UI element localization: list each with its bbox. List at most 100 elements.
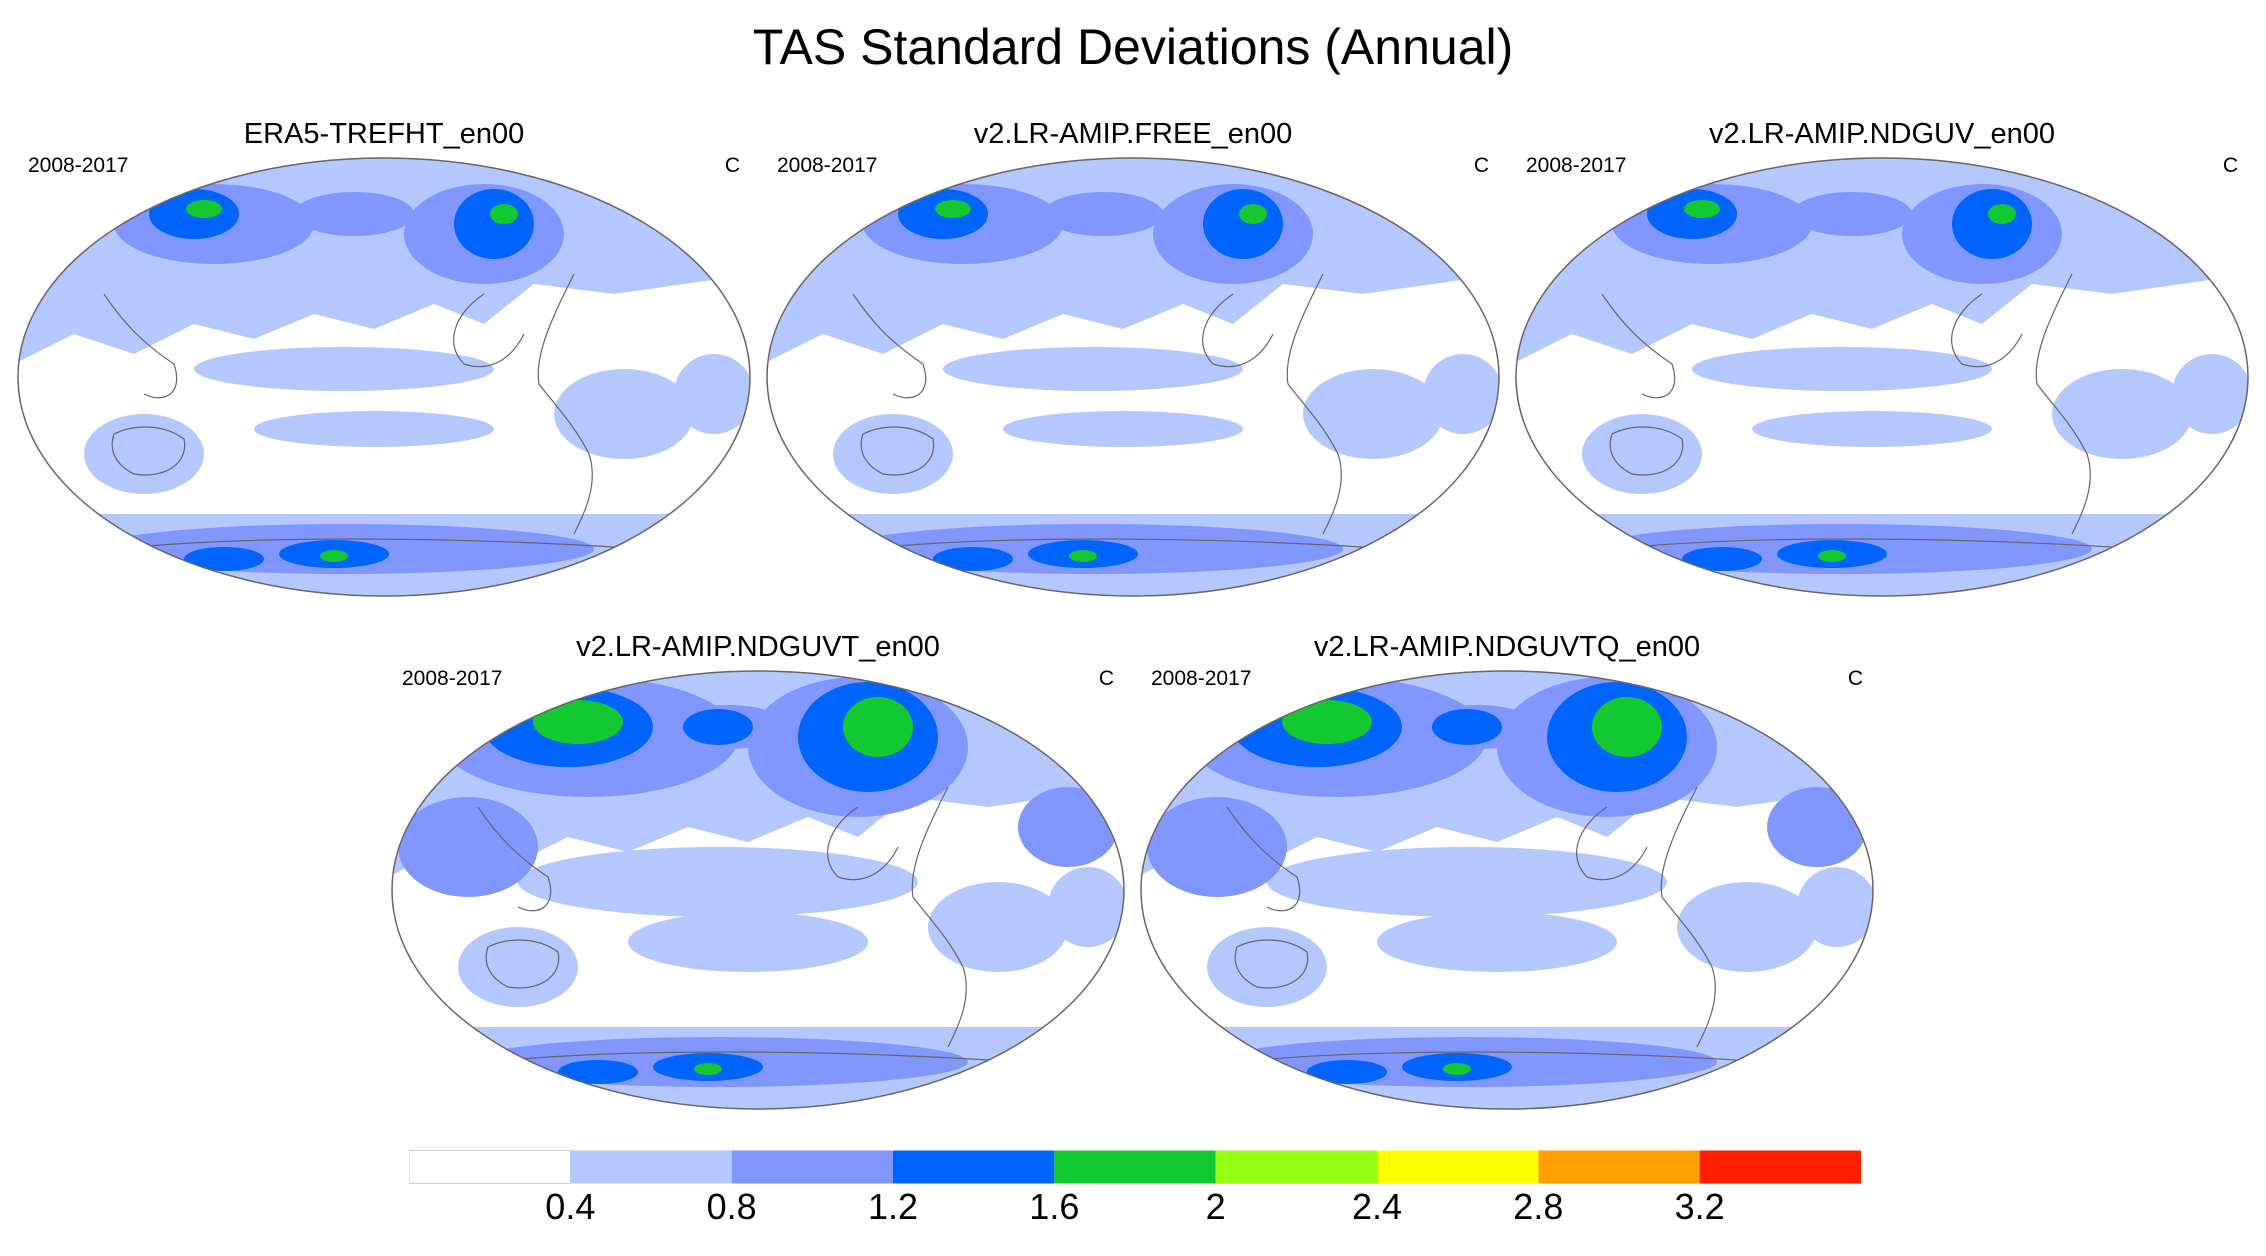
level-0.4-region [1423,354,1499,434]
level-0.4-region [1267,847,1667,917]
map-field [392,671,1124,1109]
colorbar-tick-label: 3.2 [1674,1186,1725,1227]
level-1.2-region [184,547,264,571]
map-outline [766,157,1500,597]
coastline [103,293,178,399]
map-panel-ndguv: v2.LR-AMIP.NDGUV_en00 2008-2017 C [1512,118,2252,628]
level-0.4-region [254,411,494,447]
world-map [17,157,751,597]
colorbar-segment [1538,1150,1700,1184]
colorbar-segment [409,1150,571,1184]
level-1.6-region [320,550,348,562]
coastline [1286,273,1342,535]
level-1.6-region [843,697,913,757]
level-0.4-region [1207,927,1327,1007]
world-map [766,157,1500,597]
map-panel-ndguvtq: v2.LR-AMIP.NDGUVTQ_en00 2008-2017 C [1137,631,1877,1141]
map-field [1516,158,2248,596]
level-1.2-region [1682,547,1762,571]
level-0.8-region [1147,797,1287,897]
level-1.2-region [558,1060,638,1084]
level-1.2-region [683,709,753,745]
world-map [1515,157,2249,597]
level-1.6-region [186,200,222,218]
coastline [477,806,552,912]
map-panel-free: v2.LR-AMIP.FREE_en00 2008-2017 C [763,118,1503,628]
level-1.2-region [1203,189,1283,259]
level-0.4-region [554,369,694,459]
colorbar-segment [1215,1150,1377,1184]
units-label: C [724,154,740,177]
units-label: C [1847,667,1863,690]
level-0.4-region [1582,414,1702,494]
coastline [1576,806,1648,881]
level-0.8-region [1792,192,1912,236]
level-0.4-region [1303,369,1443,459]
level-1.6-region [1282,700,1372,744]
level-1.6-region [1988,204,2016,224]
level-0.4-region [2052,369,2192,459]
level-0.4-region [674,354,750,434]
colorbar-segment [731,1150,893,1184]
map-field [767,158,1499,596]
coastline [827,806,899,881]
level-1.6-region [1592,697,1662,757]
level-0.4-region [194,347,494,391]
level-1.6-region [935,200,971,218]
level-1.6-region [533,700,623,744]
level-0.4-region [1752,411,1992,447]
level-0.4-region [628,912,868,972]
colorbar-segment [1699,1150,1861,1184]
level-0.4-region [1048,867,1124,947]
colorbar-tick-label: 1.6 [1029,1186,1080,1227]
level-1.6-region [1069,550,1097,562]
colorbar [409,1150,1861,1184]
colorbar-segment [1377,1150,1539,1184]
map-outline [1515,157,2249,597]
level-0.8-region [294,192,414,236]
coastline [2035,273,2091,535]
map-panel-ndguvt: v2.LR-AMIP.NDGUVT_en00 2008-2017 C [388,631,1128,1141]
panel-title: ERA5-TREFHT_en00 [243,118,525,150]
period-label: 2008-2017 [777,154,878,177]
panel-title: v2.LR-AMIP.NDGUVTQ_en00 [1313,631,1701,663]
coastline [537,273,593,535]
coastline [453,293,525,368]
coastline [1609,426,1684,476]
map-outline [1140,670,1874,1110]
map-field [1141,671,1873,1109]
colorbar-tick-label: 0.4 [545,1186,596,1227]
level-1.2-region [1432,709,1502,745]
level-1.6-region [1818,550,1846,562]
units-label: C [1098,667,1114,690]
world-map [1140,670,1874,1110]
panel-title: v2.LR-AMIP.FREE_en00 [973,118,1293,150]
coastline [1202,293,1274,368]
coastline [111,426,186,476]
level-0.4-region [84,414,204,494]
coastline [1601,293,1676,399]
level-1.6-region [1684,200,1720,218]
level-1.2-region [1952,189,2032,259]
level-0.8-region [1043,192,1163,236]
level-0.4-region [943,347,1243,391]
level-0.4-region [458,927,578,1007]
panel-title: v2.LR-AMIP.NDGUVT_en00 [576,631,940,663]
units-label: C [1473,154,1489,177]
period-label: 2008-2017 [1526,154,1627,177]
level-0.4-region [833,414,953,494]
coastline [1226,806,1301,912]
world-map [391,670,1125,1110]
coastline [860,426,935,476]
level-1.2-region [933,547,1013,571]
colorbar-segment [1054,1150,1216,1184]
map-field [18,158,750,596]
level-0.4-region [928,882,1068,972]
level-0.4-region [1797,867,1873,947]
colorbar-segment [570,1150,732,1184]
level-0.8-region [398,797,538,897]
coastline [1660,786,1716,1048]
level-0.4-region [1692,347,1992,391]
colorbar-tick-label: 0.8 [706,1186,757,1227]
level-1.2-region [454,189,534,259]
